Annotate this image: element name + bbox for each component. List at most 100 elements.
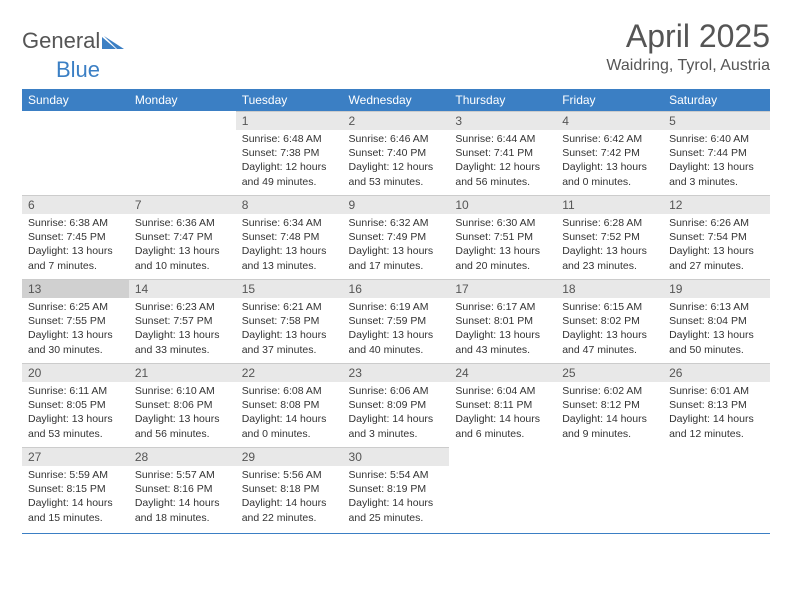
sunset-line: Sunset: 8:08 PM xyxy=(242,398,337,412)
sunset-line: Sunset: 8:15 PM xyxy=(28,482,123,496)
calendar-table: SundayMondayTuesdayWednesdayThursdayFrid… xyxy=(22,89,770,531)
logo-triangle-icon xyxy=(102,33,124,49)
daylight-line: Daylight: 13 hours and 37 minutes. xyxy=(242,328,337,356)
daylight-line: Daylight: 13 hours and 50 minutes. xyxy=(669,328,764,356)
sunset-line: Sunset: 7:52 PM xyxy=(562,230,657,244)
day-number: 13 xyxy=(22,279,129,298)
daylight-line: Daylight: 14 hours and 15 minutes. xyxy=(28,496,123,524)
day-number: 29 xyxy=(236,447,343,466)
daylight-line: Daylight: 13 hours and 7 minutes. xyxy=(28,244,123,272)
daylight-line: Daylight: 13 hours and 27 minutes. xyxy=(669,244,764,272)
day-number: 2 xyxy=(343,111,450,130)
sunset-line: Sunset: 7:54 PM xyxy=(669,230,764,244)
sunset-line: Sunset: 7:42 PM xyxy=(562,146,657,160)
day-number: 28 xyxy=(129,447,236,466)
calendar-body: 1Sunrise: 6:48 AMSunset: 7:38 PMDaylight… xyxy=(22,111,770,531)
calendar-cell xyxy=(22,111,129,195)
sunset-line: Sunset: 7:40 PM xyxy=(349,146,444,160)
day-number: 3 xyxy=(449,111,556,130)
day-details: Sunrise: 6:19 AMSunset: 7:59 PMDaylight:… xyxy=(343,298,450,361)
daylight-line: Daylight: 13 hours and 17 minutes. xyxy=(349,244,444,272)
daylight-line: Daylight: 13 hours and 47 minutes. xyxy=(562,328,657,356)
daylight-line: Daylight: 14 hours and 12 minutes. xyxy=(669,412,764,440)
calendar-cell: 18Sunrise: 6:15 AMSunset: 8:02 PMDayligh… xyxy=(556,279,663,363)
weekday-header: Monday xyxy=(129,89,236,111)
day-details: Sunrise: 6:02 AMSunset: 8:12 PMDaylight:… xyxy=(556,382,663,445)
day-number: 17 xyxy=(449,279,556,298)
weekday-header: Tuesday xyxy=(236,89,343,111)
day-details: Sunrise: 6:42 AMSunset: 7:42 PMDaylight:… xyxy=(556,130,663,193)
daylight-line: Daylight: 14 hours and 22 minutes. xyxy=(242,496,337,524)
day-number: 8 xyxy=(236,195,343,214)
day-details: Sunrise: 6:04 AMSunset: 8:11 PMDaylight:… xyxy=(449,382,556,445)
sunrise-line: Sunrise: 6:40 AM xyxy=(669,132,764,146)
daylight-line: Daylight: 13 hours and 43 minutes. xyxy=(455,328,550,356)
daylight-line: Daylight: 13 hours and 30 minutes. xyxy=(28,328,123,356)
day-number: 23 xyxy=(343,363,450,382)
day-details: Sunrise: 6:13 AMSunset: 8:04 PMDaylight:… xyxy=(663,298,770,361)
day-details: Sunrise: 6:21 AMSunset: 7:58 PMDaylight:… xyxy=(236,298,343,361)
calendar-row: 13Sunrise: 6:25 AMSunset: 7:55 PMDayligh… xyxy=(22,279,770,363)
sunrise-line: Sunrise: 6:01 AM xyxy=(669,384,764,398)
day-number: 7 xyxy=(129,195,236,214)
calendar-cell: 15Sunrise: 6:21 AMSunset: 7:58 PMDayligh… xyxy=(236,279,343,363)
daylight-line: Daylight: 13 hours and 3 minutes. xyxy=(669,160,764,188)
weekday-header: Sunday xyxy=(22,89,129,111)
day-details: Sunrise: 6:46 AMSunset: 7:40 PMDaylight:… xyxy=(343,130,450,193)
calendar-head: SundayMondayTuesdayWednesdayThursdayFrid… xyxy=(22,89,770,111)
daylight-line: Daylight: 13 hours and 10 minutes. xyxy=(135,244,230,272)
day-details: Sunrise: 6:23 AMSunset: 7:57 PMDaylight:… xyxy=(129,298,236,361)
calendar-cell: 23Sunrise: 6:06 AMSunset: 8:09 PMDayligh… xyxy=(343,363,450,447)
calendar-cell: 12Sunrise: 6:26 AMSunset: 7:54 PMDayligh… xyxy=(663,195,770,279)
sunrise-line: Sunrise: 5:56 AM xyxy=(242,468,337,482)
sunset-line: Sunset: 8:09 PM xyxy=(349,398,444,412)
calendar-cell: 16Sunrise: 6:19 AMSunset: 7:59 PMDayligh… xyxy=(343,279,450,363)
calendar-cell: 4Sunrise: 6:42 AMSunset: 7:42 PMDaylight… xyxy=(556,111,663,195)
sunset-line: Sunset: 7:48 PM xyxy=(242,230,337,244)
daylight-line: Daylight: 12 hours and 56 minutes. xyxy=(455,160,550,188)
calendar-cell: 21Sunrise: 6:10 AMSunset: 8:06 PMDayligh… xyxy=(129,363,236,447)
day-details: Sunrise: 5:57 AMSunset: 8:16 PMDaylight:… xyxy=(129,466,236,529)
sunset-line: Sunset: 8:11 PM xyxy=(455,398,550,412)
calendar-cell xyxy=(663,447,770,531)
day-number: 14 xyxy=(129,279,236,298)
day-details: Sunrise: 6:34 AMSunset: 7:48 PMDaylight:… xyxy=(236,214,343,277)
day-details: Sunrise: 6:44 AMSunset: 7:41 PMDaylight:… xyxy=(449,130,556,193)
sunrise-line: Sunrise: 6:34 AM xyxy=(242,216,337,230)
calendar-cell: 22Sunrise: 6:08 AMSunset: 8:08 PMDayligh… xyxy=(236,363,343,447)
day-details: Sunrise: 6:08 AMSunset: 8:08 PMDaylight:… xyxy=(236,382,343,445)
weekday-header: Friday xyxy=(556,89,663,111)
calendar-cell: 25Sunrise: 6:02 AMSunset: 8:12 PMDayligh… xyxy=(556,363,663,447)
sunset-line: Sunset: 7:49 PM xyxy=(349,230,444,244)
daylight-line: Daylight: 14 hours and 6 minutes. xyxy=(455,412,550,440)
sunset-line: Sunset: 7:38 PM xyxy=(242,146,337,160)
title-block: April 2025 Waidring, Tyrol, Austria xyxy=(606,18,770,75)
daylight-line: Daylight: 13 hours and 0 minutes. xyxy=(562,160,657,188)
calendar-row: 1Sunrise: 6:48 AMSunset: 7:38 PMDaylight… xyxy=(22,111,770,195)
sunrise-line: Sunrise: 5:54 AM xyxy=(349,468,444,482)
day-number: 21 xyxy=(129,363,236,382)
day-number: 11 xyxy=(556,195,663,214)
day-details: Sunrise: 6:30 AMSunset: 7:51 PMDaylight:… xyxy=(449,214,556,277)
sunset-line: Sunset: 8:13 PM xyxy=(669,398,764,412)
calendar-cell: 20Sunrise: 6:11 AMSunset: 8:05 PMDayligh… xyxy=(22,363,129,447)
day-details: Sunrise: 6:48 AMSunset: 7:38 PMDaylight:… xyxy=(236,130,343,193)
day-number: 12 xyxy=(663,195,770,214)
sunset-line: Sunset: 7:41 PM xyxy=(455,146,550,160)
sunset-line: Sunset: 7:44 PM xyxy=(669,146,764,160)
daylight-line: Daylight: 14 hours and 9 minutes. xyxy=(562,412,657,440)
day-number: 26 xyxy=(663,363,770,382)
calendar-cell: 30Sunrise: 5:54 AMSunset: 8:19 PMDayligh… xyxy=(343,447,450,531)
calendar-cell: 9Sunrise: 6:32 AMSunset: 7:49 PMDaylight… xyxy=(343,195,450,279)
sunrise-line: Sunrise: 6:25 AM xyxy=(28,300,123,314)
sunrise-line: Sunrise: 6:44 AM xyxy=(455,132,550,146)
sunset-line: Sunset: 7:51 PM xyxy=(455,230,550,244)
sunset-line: Sunset: 7:45 PM xyxy=(28,230,123,244)
day-number: 1 xyxy=(236,111,343,130)
day-number: 9 xyxy=(343,195,450,214)
sunrise-line: Sunrise: 6:04 AM xyxy=(455,384,550,398)
calendar-cell: 28Sunrise: 5:57 AMSunset: 8:16 PMDayligh… xyxy=(129,447,236,531)
sunset-line: Sunset: 8:16 PM xyxy=(135,482,230,496)
weekday-row: SundayMondayTuesdayWednesdayThursdayFrid… xyxy=(22,89,770,111)
day-details: Sunrise: 6:06 AMSunset: 8:09 PMDaylight:… xyxy=(343,382,450,445)
